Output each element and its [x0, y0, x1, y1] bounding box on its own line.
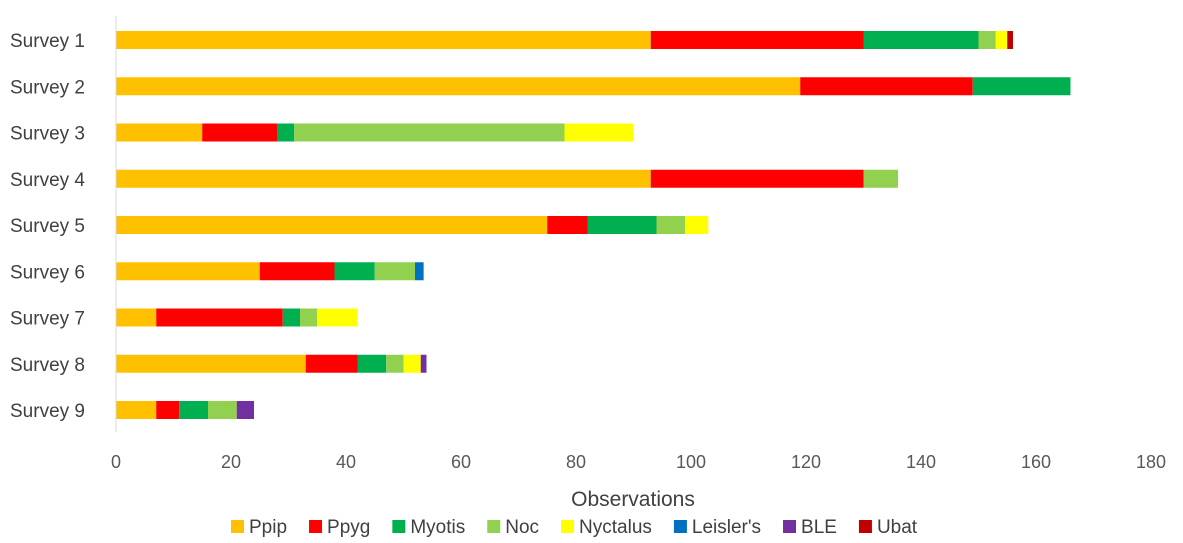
- category-label: Survey 4: [10, 170, 85, 191]
- category-label: Survey 2: [10, 77, 85, 98]
- category-label: Survey 1: [10, 31, 85, 52]
- bar-segment: [995, 31, 1008, 49]
- bar-segment: [863, 169, 898, 188]
- bar-segment: [800, 77, 973, 96]
- bar-segment: [116, 308, 157, 327]
- bar-segment: [294, 123, 565, 142]
- bar-segment: [116, 216, 548, 234]
- bar-segment: [972, 77, 1071, 96]
- x-axis-title: Observations: [571, 488, 695, 511]
- bar-segment: [156, 308, 283, 327]
- bar-segment: [374, 262, 415, 281]
- x-tick-label: 120: [791, 452, 821, 472]
- legend-swatch: [487, 520, 501, 533]
- legend-label: Ubat: [877, 517, 918, 538]
- category-label: Survey 3: [10, 124, 85, 145]
- bar-segment: [564, 123, 634, 142]
- x-tick-label: 0: [111, 452, 121, 472]
- bar-segment: [116, 169, 651, 188]
- bar-segment: [685, 216, 709, 234]
- legend-swatch: [858, 520, 872, 533]
- bar-segment: [403, 354, 421, 373]
- legend-swatch: [231, 520, 244, 533]
- legend-label: BLE: [801, 517, 837, 538]
- bar-segment: [116, 77, 801, 96]
- bar-segment: [863, 31, 979, 49]
- legend-item: Myotis: [392, 517, 465, 538]
- legend-label: Myotis: [410, 517, 465, 538]
- x-tick-label: 140: [906, 452, 936, 472]
- bar-segment: [420, 354, 427, 373]
- x-tick-label: 100: [676, 452, 706, 472]
- bar-segment: [116, 354, 306, 373]
- category-label: Survey 5: [10, 216, 85, 237]
- legend-item: Nyctalus: [561, 517, 652, 538]
- legend-swatch: [392, 520, 406, 533]
- category-label: Survey 6: [10, 262, 85, 283]
- bar-segment: [1007, 31, 1013, 49]
- bar-segment: [305, 354, 358, 373]
- legend-swatch: [309, 520, 323, 533]
- x-tick-label: 80: [566, 452, 586, 472]
- bar-segment: [386, 354, 404, 373]
- plot-area: [116, 31, 1071, 419]
- legend: Ppip Ppyg Myotis Noc Nyctalus Leisler's BLE Uba…: [231, 517, 918, 538]
- bar-segment: [202, 123, 277, 142]
- category-label: Survey 7: [10, 309, 85, 330]
- x-tick-label: 20: [221, 452, 241, 472]
- legend-item: Ubat: [858, 517, 918, 538]
- bar-segment: [587, 216, 657, 234]
- x-tick-label: 160: [1021, 452, 1051, 472]
- bar-segment: [656, 216, 686, 234]
- legend-swatch: [561, 520, 575, 533]
- bar-segment: [208, 401, 237, 419]
- bar-segment: [978, 31, 996, 49]
- bar-segment: [650, 169, 864, 188]
- x-tick-label: 60: [451, 452, 471, 472]
- bar-segment: [317, 308, 358, 327]
- x-tick-label: 180: [1136, 452, 1166, 472]
- legend-item: Ppyg: [309, 517, 370, 538]
- category-label: Survey 9: [10, 401, 85, 422]
- bar-segment: [357, 354, 387, 373]
- bar-segment: [236, 401, 254, 419]
- bar-segment: [116, 31, 651, 49]
- bar-segment: [277, 123, 295, 142]
- bar-segment: [116, 401, 157, 419]
- bar-segment: [116, 262, 260, 281]
- legend-swatch: [783, 520, 797, 533]
- bar-segment: [415, 262, 424, 281]
- legend-label: Ppyg: [327, 517, 370, 538]
- legend-label: Leisler's: [692, 517, 761, 538]
- bar-segment: [179, 401, 208, 419]
- legend-item: Ppip: [231, 517, 287, 538]
- bar-segment: [650, 31, 864, 49]
- legend-label: Ppip: [249, 517, 287, 538]
- bar-segment: [334, 262, 375, 281]
- legend-swatch: [673, 520, 687, 533]
- legend-item: Noc: [487, 517, 539, 538]
- x-tick-label: 40: [336, 452, 356, 472]
- bar-segment: [156, 401, 180, 419]
- category-label: Survey 8: [10, 355, 85, 376]
- legend-item: BLE: [783, 517, 837, 538]
- bar-segment: [259, 262, 335, 281]
- legend-label: Noc: [505, 517, 539, 538]
- bar-segment: [116, 123, 203, 142]
- legend-item: Leisler's: [673, 517, 761, 538]
- bar-segment: [300, 308, 318, 327]
- bar-segment: [282, 308, 300, 327]
- bar-segment: [547, 216, 588, 234]
- axis-area: Survey 1 Survey 2 Survey 3 Survey 4 Survey 5…: [10, 16, 1166, 472]
- legend-label: Nyctalus: [579, 517, 652, 538]
